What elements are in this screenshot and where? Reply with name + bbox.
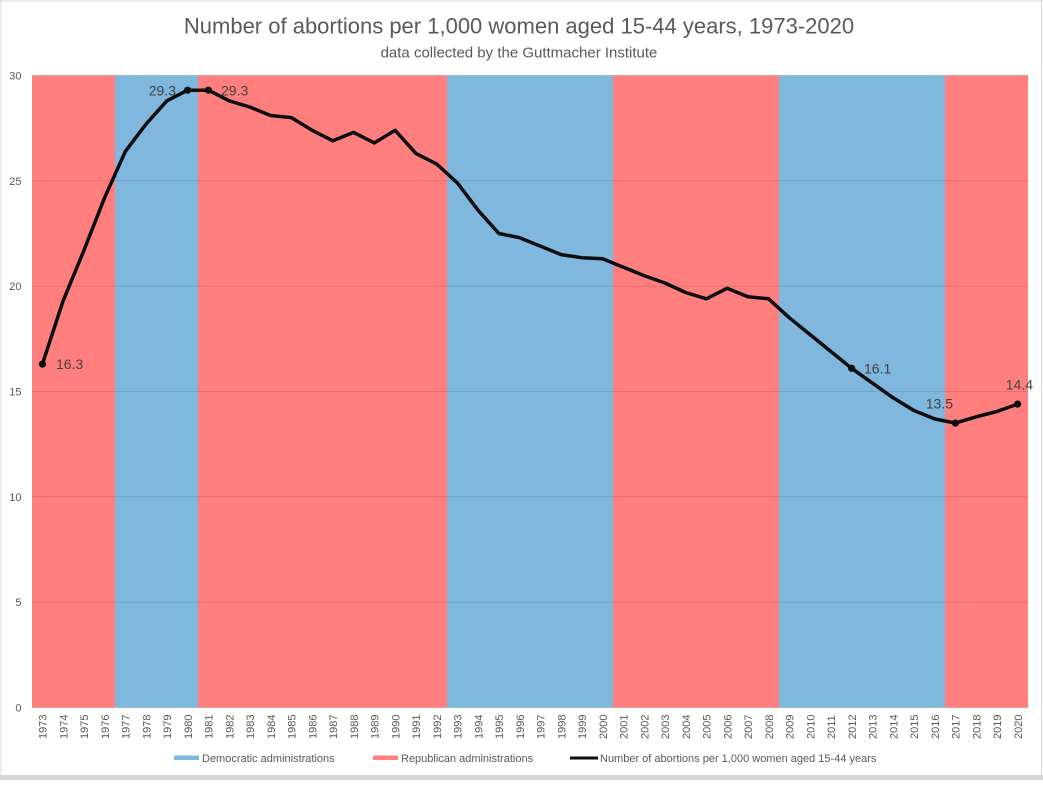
svg-text:1987: 1987 (328, 715, 340, 739)
svg-text:1990: 1990 (390, 715, 402, 739)
svg-text:20: 20 (9, 281, 21, 293)
svg-text:16.1: 16.1 (864, 360, 891, 376)
svg-text:1974: 1974 (58, 715, 70, 739)
svg-text:1986: 1986 (307, 715, 319, 739)
svg-text:1999: 1999 (577, 715, 589, 739)
svg-text:15: 15 (9, 387, 21, 399)
svg-text:1994: 1994 (473, 715, 485, 739)
svg-text:2018: 2018 (971, 715, 983, 739)
svg-text:1995: 1995 (494, 715, 506, 739)
svg-text:1981: 1981 (204, 715, 216, 739)
svg-text:1982: 1982 (224, 715, 236, 739)
svg-text:2016: 2016 (930, 715, 942, 739)
svg-text:16.3: 16.3 (56, 356, 83, 372)
svg-text:2014: 2014 (888, 715, 900, 739)
svg-text:2017: 2017 (951, 715, 963, 739)
svg-text:1973: 1973 (38, 715, 50, 739)
svg-text:2003: 2003 (660, 715, 672, 739)
svg-text:2009: 2009 (785, 715, 797, 739)
svg-text:Democratic administrations: Democratic administrations (202, 753, 335, 765)
svg-text:1991: 1991 (411, 715, 423, 739)
svg-text:2020: 2020 (1013, 715, 1025, 739)
svg-text:2001: 2001 (619, 715, 631, 739)
svg-text:2012: 2012 (847, 715, 859, 739)
svg-text:Number of abortions per 1,000: Number of abortions per 1,000 women aged… (184, 14, 854, 39)
svg-text:29.3: 29.3 (221, 83, 248, 99)
svg-text:1985: 1985 (287, 715, 299, 739)
svg-text:25: 25 (9, 176, 21, 188)
svg-text:Republican administrations: Republican administrations (401, 753, 534, 765)
svg-text:1984: 1984 (266, 715, 278, 739)
svg-text:1975: 1975 (79, 715, 91, 739)
svg-text:data collected by the Guttmach: data collected by the Guttmacher Institu… (381, 45, 658, 62)
svg-text:2008: 2008 (764, 715, 776, 739)
svg-text:5: 5 (15, 597, 21, 609)
svg-text:1988: 1988 (349, 715, 361, 739)
svg-text:2005: 2005 (702, 715, 714, 739)
svg-text:14.4: 14.4 (1006, 377, 1033, 393)
svg-text:1977: 1977 (121, 715, 133, 739)
svg-text:Number of abortions per 1,000: Number of abortions per 1,000 women aged… (600, 753, 877, 765)
svg-text:2000: 2000 (598, 715, 610, 739)
svg-text:2002: 2002 (639, 715, 651, 739)
svg-text:2013: 2013 (868, 715, 880, 739)
svg-text:10: 10 (9, 492, 21, 504)
svg-text:1996: 1996 (515, 715, 527, 739)
svg-text:2010: 2010 (805, 715, 817, 739)
svg-text:1980: 1980 (183, 715, 195, 739)
svg-text:1976: 1976 (100, 715, 112, 739)
svg-text:1978: 1978 (141, 715, 153, 739)
svg-text:29.3: 29.3 (149, 83, 176, 99)
svg-text:1989: 1989 (370, 715, 382, 739)
svg-text:13.5: 13.5 (926, 396, 953, 412)
svg-text:0: 0 (15, 703, 21, 715)
svg-text:2007: 2007 (743, 715, 755, 739)
svg-text:1997: 1997 (536, 715, 548, 739)
svg-text:1979: 1979 (162, 715, 174, 739)
svg-text:2006: 2006 (722, 715, 734, 739)
svg-text:1992: 1992 (432, 715, 444, 739)
svg-text:2004: 2004 (681, 715, 693, 739)
svg-text:2011: 2011 (826, 715, 838, 739)
svg-text:1993: 1993 (453, 715, 465, 739)
svg-text:30: 30 (9, 71, 21, 83)
svg-text:2015: 2015 (909, 715, 921, 739)
svg-text:1998: 1998 (556, 715, 568, 739)
svg-text:2019: 2019 (992, 715, 1004, 739)
svg-text:1983: 1983 (245, 715, 257, 739)
